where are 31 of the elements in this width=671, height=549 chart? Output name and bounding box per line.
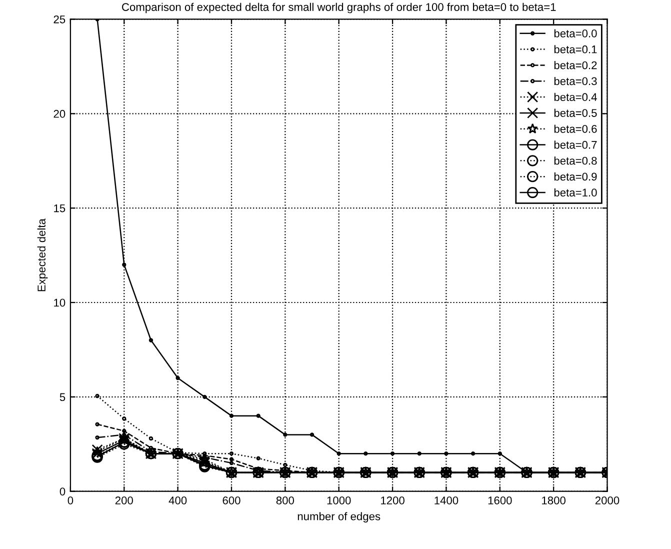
x-tick-label: 600 xyxy=(222,496,240,504)
x-tick-label: 800 xyxy=(276,496,294,504)
x-tick-label: 1400 xyxy=(434,496,458,504)
x-tick-label: 400 xyxy=(168,496,187,504)
x-axis-title: number of edges xyxy=(298,512,380,522)
x-tick-label: 1600 xyxy=(488,496,512,504)
legend-label: beta=0.4 xyxy=(554,92,597,102)
x-tick-label: 1800 xyxy=(542,496,566,504)
y-tick-label: 10 xyxy=(54,298,66,307)
x-tick-label: 2000 xyxy=(595,496,620,504)
legend-label: beta=0.7 xyxy=(554,140,597,149)
legend-label: beta=1.0 xyxy=(554,188,597,197)
legend-label: beta=0.0 xyxy=(554,29,597,38)
chart-title: Comparison of expected delta for small world graphs of order 100 from beta=0 to beta=1 xyxy=(122,2,556,14)
legend-label: beta=0.1 xyxy=(554,45,597,54)
legend-label: beta=0.6 xyxy=(554,124,597,133)
legend-label: beta=0.2 xyxy=(554,61,597,70)
x-tick-label: 0 xyxy=(68,496,74,504)
y-tick-label: 5 xyxy=(60,393,66,402)
y-tick-label: 25 xyxy=(54,15,66,24)
legend-label: beta=0.5 xyxy=(554,108,597,117)
y-axis-title: Expected delta xyxy=(37,218,48,292)
legend-label: beta=0.9 xyxy=(554,172,597,181)
x-tick-label: 200 xyxy=(115,496,133,504)
legend-label: beta=0.3 xyxy=(554,76,597,86)
x-tick-label: 1000 xyxy=(327,496,351,504)
x-tick-label: 1200 xyxy=(381,496,404,504)
y-tick-label: 15 xyxy=(54,204,66,212)
y-tick-label: 0 xyxy=(60,488,66,496)
legend-label: beta=0.8 xyxy=(554,156,597,165)
y-tick-label: 20 xyxy=(54,110,66,118)
